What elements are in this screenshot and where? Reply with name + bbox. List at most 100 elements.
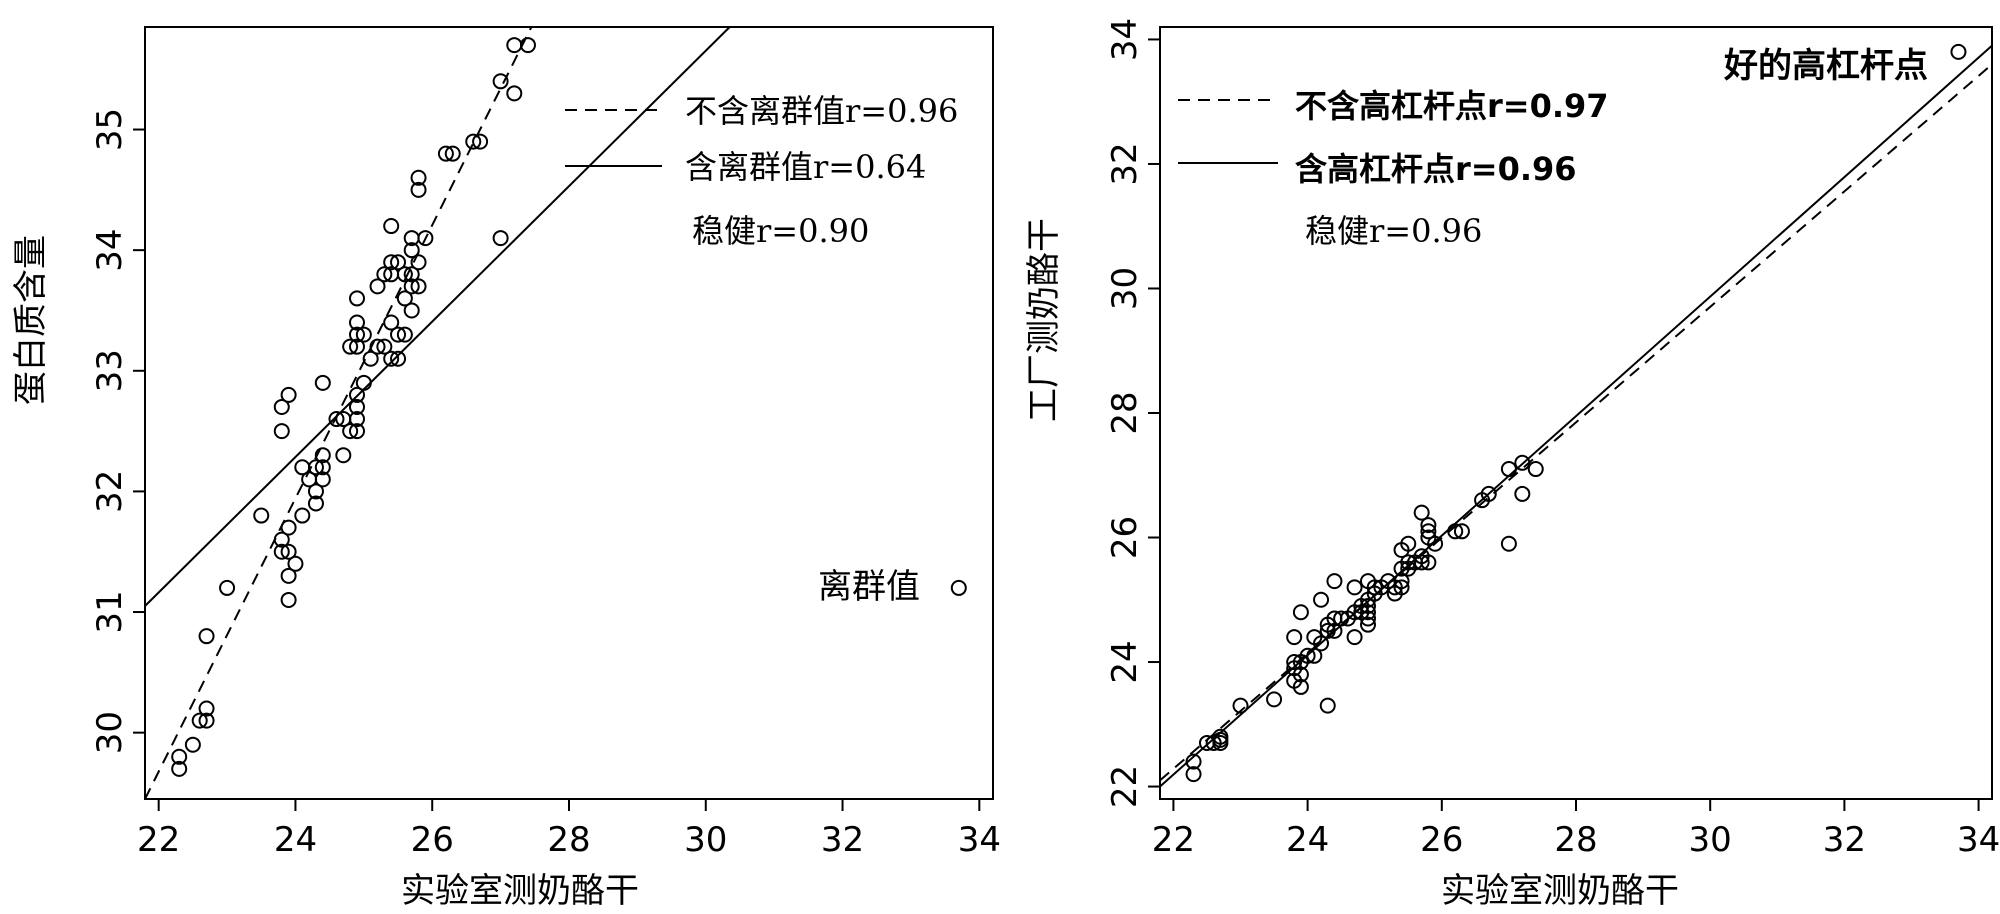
data-point <box>355 374 372 391</box>
left-y-tick-label: 30 <box>90 711 130 754</box>
data-point <box>376 338 393 355</box>
data-point <box>198 628 215 645</box>
left-y-tick-label: 32 <box>90 470 130 513</box>
data-point <box>1360 616 1376 633</box>
data-point <box>1292 604 1309 621</box>
data-point <box>1212 731 1229 748</box>
data-point <box>492 230 509 247</box>
data-point <box>1299 647 1316 664</box>
left-y-tick-label: 31 <box>90 590 130 633</box>
data-point <box>1319 622 1336 639</box>
data-point <box>342 423 359 440</box>
right-legend: 不含高杠杆点r=0.97 含高杠杆点r=0.96 稳健r=0.96 <box>1178 87 1609 250</box>
right-scatter-panel: 22 24 26 28 30 32 34 22 24 26 28 30 32 34 不含高杠杆点r=0.9… <box>1024 18 2000 911</box>
data-point <box>273 398 290 415</box>
left-legend-label-1: 不含离群值r=0.96 <box>685 92 958 130</box>
data-point <box>1306 647 1323 664</box>
data-point <box>410 169 427 186</box>
right-y-tick-label: 24 <box>1105 640 1145 683</box>
data-point <box>1413 504 1430 521</box>
data-point <box>403 266 420 283</box>
data-point <box>273 531 290 548</box>
data-point <box>383 350 400 367</box>
right-y-axis-label: 工厂测奶酪干 <box>1024 218 1064 422</box>
right-x-tick-label: 32 <box>1823 820 1866 860</box>
data-point <box>1346 629 1363 646</box>
data-point <box>1366 579 1383 596</box>
data-point <box>1326 622 1343 639</box>
data-point <box>314 374 331 391</box>
left-scatter-panel: 22 24 26 28 30 32 34 30 31 32 33 34 35 不含离群值r=0.96 含… <box>11 26 1001 911</box>
left-legend-label-2: 含离群值r=0.64 <box>685 148 926 186</box>
data-point <box>349 338 365 355</box>
data-point <box>396 326 413 343</box>
data-point <box>342 338 359 355</box>
data-point <box>519 37 536 54</box>
data-point <box>349 314 365 331</box>
data-point <box>307 459 324 476</box>
data-point <box>1527 461 1544 478</box>
data-point <box>1420 554 1437 571</box>
data-point <box>1333 610 1350 627</box>
left-y-tick-label: 35 <box>90 108 130 151</box>
data-point <box>219 579 236 596</box>
data-point <box>198 712 215 729</box>
right-y-tick-label: 28 <box>1105 391 1145 434</box>
right-plot-frame <box>1159 26 1993 800</box>
left-y-tick-label: 33 <box>90 349 130 392</box>
right-y-tick-label: 22 <box>1105 765 1145 808</box>
left-x-tick-label: 32 <box>821 820 864 860</box>
left-x-tick-label: 30 <box>684 820 727 860</box>
data-point <box>403 302 420 319</box>
right-x-axis-label: 实验室测奶酪干 <box>1441 871 1679 911</box>
data-point <box>403 278 420 295</box>
data-point <box>280 519 297 536</box>
data-point <box>307 495 324 512</box>
data-point <box>1480 485 1497 502</box>
data-point <box>280 591 297 608</box>
data-point <box>410 278 427 295</box>
left-fit-lines <box>144 26 731 800</box>
data-point <box>287 555 304 572</box>
data-point <box>403 242 420 259</box>
left-legend-label-3: 稳健r=0.90 <box>692 212 869 250</box>
data-point <box>349 326 365 343</box>
data-point <box>273 423 290 440</box>
data-point <box>1319 697 1336 714</box>
data-point <box>1292 666 1309 683</box>
data-point <box>1313 635 1330 652</box>
data-point <box>950 579 967 596</box>
right-x-tick-label: 22 <box>1152 820 1195 860</box>
data-point <box>280 543 297 560</box>
data-point <box>1413 554 1430 571</box>
data-point <box>198 700 215 717</box>
left-x-tick-label: 24 <box>274 820 317 860</box>
data-point <box>1393 579 1410 596</box>
data-point <box>1393 573 1410 590</box>
right-axis-ticks: 22 24 26 28 30 32 34 22 24 26 28 30 32 34 <box>1105 18 2000 860</box>
data-point <box>1185 753 1202 770</box>
data-point <box>444 145 461 162</box>
data-point <box>390 326 407 343</box>
data-point <box>314 459 331 476</box>
data-point <box>335 447 352 464</box>
data-point <box>355 326 372 343</box>
data-point <box>349 423 365 440</box>
data-point <box>1950 43 1967 60</box>
data-point <box>1447 523 1464 540</box>
data-point <box>1360 604 1376 621</box>
data-point <box>383 254 400 271</box>
data-point <box>1400 535 1417 552</box>
data-point <box>307 483 324 500</box>
data-point <box>1326 573 1343 590</box>
data-point <box>349 386 365 403</box>
right-legend-label-2: 含高杠杆点r=0.96 <box>1295 150 1577 188</box>
left-outlier-annotation: 离群值 <box>818 567 920 607</box>
data-point <box>492 73 509 90</box>
data-point <box>410 181 427 198</box>
data-point <box>362 350 379 367</box>
data-point <box>1185 766 1202 783</box>
data-point <box>1514 485 1531 502</box>
left-y-tick-label: 34 <box>90 229 130 272</box>
